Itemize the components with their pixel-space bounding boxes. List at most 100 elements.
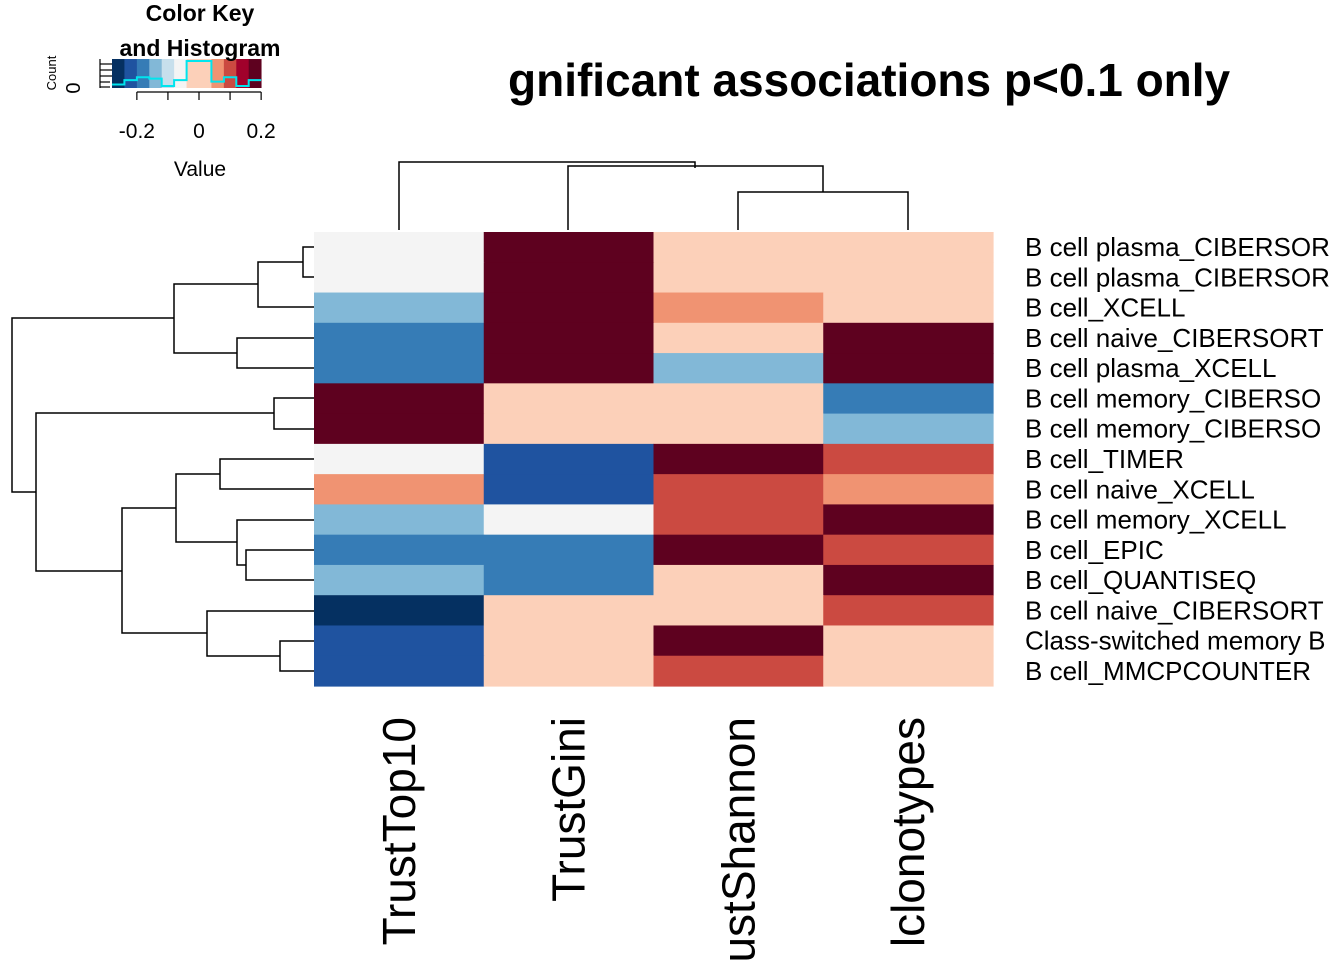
heatmap-cell [314,504,485,536]
heatmap-cell [653,353,824,384]
row-label: B cell_XCELL [1025,293,1185,323]
heatmap-cell [653,262,824,294]
heatmap-cell [483,564,655,596]
color-key-ylabel: Count [44,55,59,90]
heatmap-cell [823,564,994,596]
heatmap-cell [483,262,655,294]
heatmap-cell [483,292,655,324]
heatmap-cell [483,443,655,475]
heatmap-cell [823,534,994,566]
row-label: B cell naive_CIBERSORT [1025,595,1324,625]
row-label: B cell_QUANTISEQ [1025,565,1256,595]
heatmap-cell [314,232,485,263]
heatmap-cell [653,322,824,354]
heatmap-cell [314,443,485,475]
heatmap-cell [653,474,824,505]
color-key-swatch [161,59,175,88]
color-key-swatch [186,59,212,88]
heatmap-cell [483,625,655,657]
heatmap-cell [314,655,485,687]
heatmap-cell [823,383,994,415]
color-key-title-line1: Color Key [146,0,255,26]
heatmap-cell [653,534,824,566]
heatmap-cell [653,383,824,415]
heatmap-cell [653,292,824,324]
heatmap-cell [314,413,485,445]
row-label: B cell_EPIC [1025,535,1164,565]
heatmap-cells [314,232,994,687]
color-key-x-axis: -0.2 0 0.2 [119,91,276,143]
heatmap-cell [823,625,994,657]
heatmap-cell [823,595,994,627]
color-key-swatch [223,59,237,88]
color-key: -0.2 0 0.2 Color Key and Histogram Value C… [44,0,281,181]
heatmap-cell [823,504,994,536]
heatmap-cell [483,353,655,384]
heatmap-cell [823,474,994,505]
heatmap-cell [314,534,485,566]
color-key-title-line2: and Histogram [119,35,280,61]
row-label: B cell memory_CIBERSO [1025,384,1321,414]
heatmap-cell [653,564,824,596]
column-label: ustShannon [712,717,764,960]
row-label: B cell_TIMER [1025,444,1184,474]
heatmap-cell [483,383,655,415]
heatmap-cell [823,353,994,384]
heatmap-cell [483,474,655,505]
color-key-swatch [149,59,163,88]
heatmap-cell [314,262,485,294]
color-key-y-tick: 0 [63,82,85,93]
heatmap-cell [823,655,994,687]
heatmap-cell [314,353,485,384]
heatmap-cell [483,504,655,536]
heatmap-cell [314,474,485,505]
color-key-bar [112,59,262,88]
column-labels: TrustTop10 TrustGini ustShannon lclonotypes [373,717,934,960]
row-label: B cell naive_XCELL [1025,474,1255,504]
heatmap-cell [653,595,824,627]
column-label: TrustTop10 [373,717,425,945]
color-key-tick-label: 0 [193,120,205,143]
heatmap-cell [483,413,655,445]
heatmap-cell [653,443,824,475]
heatmap-cell [823,292,994,324]
color-key-xlabel: Value [174,158,226,181]
color-key-swatch [124,59,138,88]
color-key-swatch [211,59,225,88]
row-label: B cell memory_CIBERSO [1025,414,1321,444]
heatmap-cell [314,595,485,627]
heatmap-cell [653,504,824,536]
heatmap-cell [314,383,485,415]
heatmap-cell [483,655,655,687]
color-key-swatch [112,59,125,88]
color-key-swatch [236,59,250,88]
heatmap-cell [823,232,994,263]
heatmap-cell [314,564,485,596]
row-dendrogram [11,246,314,672]
heatmap-cell [653,655,824,687]
heatmap-cell [653,625,824,657]
color-key-swatch [248,59,262,88]
heatmap-cell [823,322,994,354]
row-label: B cell plasma_CIBERSOR [1025,262,1330,292]
heatmap-cell [314,625,485,657]
row-label: B cell plasma_CIBERSOR [1025,232,1330,262]
column-dendrogram [398,161,909,230]
color-key-tick-label: 0.2 [246,120,275,143]
heatmap-cell [823,262,994,294]
heatmap-cell [483,322,655,354]
row-label: B cell naive_CIBERSORT [1025,323,1324,353]
heatmap-cell [483,534,655,566]
heatmap-cell [483,232,655,263]
row-label: Class-switched memory B [1025,626,1326,656]
heatmap-cell [653,413,824,445]
row-label: B cell_MMCPCOUNTER [1025,656,1311,686]
chart-title: gnificant associations p<0.1 only [508,54,1231,106]
column-label: lclonotypes [882,717,934,947]
row-label: B cell memory_XCELL [1025,505,1287,535]
heatmap-cell [483,595,655,627]
heatmap-cell [314,322,485,354]
heatmap-cell [314,292,485,324]
column-label: TrustGini [543,717,595,902]
